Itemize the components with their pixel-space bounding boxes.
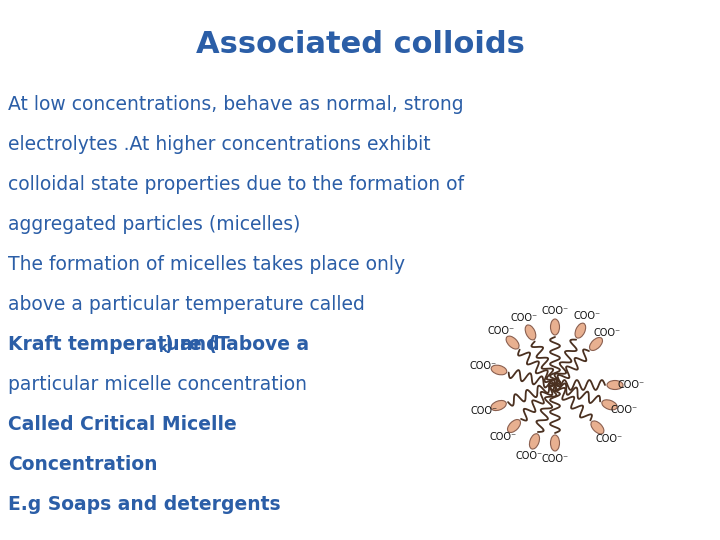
Ellipse shape bbox=[602, 400, 617, 410]
Text: COO⁻: COO⁻ bbox=[489, 433, 516, 442]
Text: electrolytes .At higher concentrations exhibit: electrolytes .At higher concentrations e… bbox=[8, 135, 431, 154]
Text: COO⁻: COO⁻ bbox=[541, 306, 569, 316]
Ellipse shape bbox=[591, 421, 604, 434]
Ellipse shape bbox=[590, 338, 603, 350]
Text: COO⁻: COO⁻ bbox=[516, 451, 543, 461]
Ellipse shape bbox=[508, 420, 521, 433]
Text: COO⁻: COO⁻ bbox=[611, 406, 638, 415]
Text: COO⁻: COO⁻ bbox=[541, 454, 569, 464]
Text: particular micelle concentration: particular micelle concentration bbox=[8, 375, 307, 394]
Ellipse shape bbox=[551, 435, 559, 451]
Ellipse shape bbox=[529, 434, 539, 449]
Ellipse shape bbox=[491, 401, 506, 410]
Ellipse shape bbox=[506, 336, 519, 349]
Ellipse shape bbox=[607, 381, 623, 389]
Text: COO⁻: COO⁻ bbox=[510, 313, 537, 323]
Text: At low concentrations, behave as normal, strong: At low concentrations, behave as normal,… bbox=[8, 95, 464, 114]
Text: Called Critical Micelle: Called Critical Micelle bbox=[8, 415, 237, 434]
Text: COO⁻: COO⁻ bbox=[595, 434, 622, 444]
Ellipse shape bbox=[551, 319, 559, 335]
Text: COO⁻: COO⁻ bbox=[487, 326, 515, 336]
Text: COO⁻: COO⁻ bbox=[574, 311, 600, 321]
Text: ) and above a: ) and above a bbox=[165, 335, 309, 354]
Text: E.g Soaps and detergents: E.g Soaps and detergents bbox=[8, 495, 281, 514]
Ellipse shape bbox=[525, 325, 536, 340]
Text: COO⁻: COO⁻ bbox=[470, 406, 497, 416]
Text: COO⁻: COO⁻ bbox=[470, 361, 497, 371]
Ellipse shape bbox=[491, 365, 507, 375]
Text: Concentration: Concentration bbox=[8, 455, 158, 474]
Text: COO⁻: COO⁻ bbox=[618, 380, 644, 390]
Text: The formation of micelles takes place only: The formation of micelles takes place on… bbox=[8, 255, 405, 274]
Text: Associated colloids: Associated colloids bbox=[196, 30, 524, 59]
Text: COO⁻: COO⁻ bbox=[594, 328, 621, 338]
Text: k: k bbox=[159, 341, 168, 355]
Ellipse shape bbox=[575, 323, 585, 338]
Text: above a particular temperature called: above a particular temperature called bbox=[8, 295, 365, 314]
Text: Kraft temperature (T: Kraft temperature (T bbox=[8, 335, 230, 354]
Text: colloidal state properties due to the formation of: colloidal state properties due to the fo… bbox=[8, 175, 464, 194]
Text: aggregated particles (micelles): aggregated particles (micelles) bbox=[8, 215, 300, 234]
